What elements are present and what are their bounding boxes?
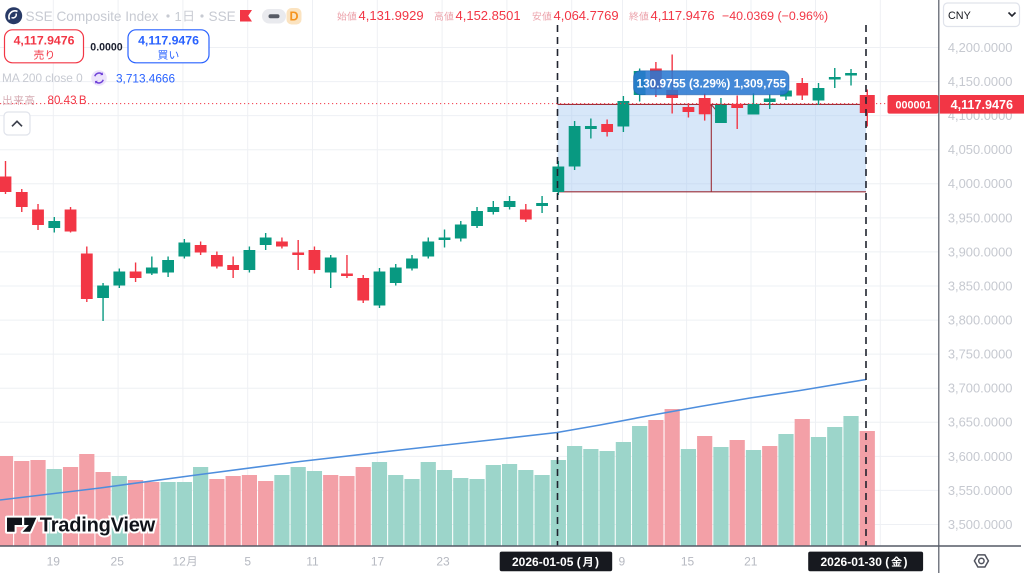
svg-text:2026-01-05 (: 2026-01-05 ( <box>512 555 581 569</box>
svg-text:4,050.0000: 4,050.0000 <box>948 142 1013 157</box>
svg-text:SSE: SSE <box>209 9 236 24</box>
svg-text:4,117.9476: 4,117.9476 <box>138 33 199 47</box>
svg-text:TradingView: TradingView <box>40 514 156 536</box>
svg-text:19: 19 <box>47 554 61 568</box>
svg-text:3,750.0000: 3,750.0000 <box>948 347 1013 362</box>
svg-text:15: 15 <box>681 554 695 568</box>
svg-text:3,900.0000: 3,900.0000 <box>948 244 1013 259</box>
svg-text:11: 11 <box>306 554 319 568</box>
svg-text:MA 200 close 0: MA 200 close 0 <box>2 71 83 85</box>
svg-text:17: 17 <box>371 554 385 568</box>
svg-text:3,950.0000: 3,950.0000 <box>948 210 1013 225</box>
svg-text:12: 12 <box>173 554 187 568</box>
svg-text:4,064.7769: 4,064.7769 <box>554 8 619 23</box>
svg-text:3,700.0000: 3,700.0000 <box>948 381 1013 396</box>
svg-text:4,117.9476: 4,117.9476 <box>651 8 715 23</box>
svg-text:−40.0369 (−0.96%): −40.0369 (−0.96%) <box>722 9 828 23</box>
svg-text:4,131.9929: 4,131.9929 <box>359 8 424 23</box>
svg-text:4,152.8501: 4,152.8501 <box>456 8 521 23</box>
svg-text:CNY: CNY <box>948 10 971 22</box>
svg-text:4,000.0000: 4,000.0000 <box>948 176 1013 191</box>
svg-text:4,117.9476: 4,117.9476 <box>14 33 75 47</box>
svg-text:0.0000: 0.0000 <box>90 41 123 53</box>
svg-text:3,713.4666: 3,713.4666 <box>116 71 175 85</box>
svg-text:130.9755 (3.29%) 1,309,755: 130.9755 (3.29%) 1,309,755 <box>637 76 787 90</box>
svg-text:5: 5 <box>244 554 251 568</box>
svg-text:25: 25 <box>111 554 125 568</box>
svg-text:SSE Composite Index: SSE Composite Index <box>26 9 159 24</box>
svg-text:): ) <box>595 555 599 569</box>
svg-text:): ) <box>904 555 908 569</box>
svg-text:4,117.9476: 4,117.9476 <box>951 98 1013 112</box>
svg-text:3,500.0000: 3,500.0000 <box>948 517 1013 532</box>
svg-text:D: D <box>289 10 298 24</box>
svg-text:3,650.0000: 3,650.0000 <box>948 415 1013 430</box>
svg-text:4,150.0000: 4,150.0000 <box>948 74 1013 89</box>
svg-text:3,600.0000: 3,600.0000 <box>948 449 1013 464</box>
svg-text:21: 21 <box>744 554 758 568</box>
svg-text:3,550.0000: 3,550.0000 <box>948 483 1013 498</box>
svg-text:80.43 B: 80.43 B <box>48 94 87 107</box>
svg-text:000001: 000001 <box>895 100 931 112</box>
svg-text:1: 1 <box>175 9 182 24</box>
svg-text:4,200.0000: 4,200.0000 <box>948 40 1013 55</box>
svg-text:23: 23 <box>436 554 450 568</box>
svg-text:3,800.0000: 3,800.0000 <box>948 313 1013 328</box>
svg-text:3,850.0000: 3,850.0000 <box>948 278 1013 293</box>
svg-text:2026-01-30 (: 2026-01-30 ( <box>821 555 890 569</box>
svg-text:9: 9 <box>618 554 625 568</box>
